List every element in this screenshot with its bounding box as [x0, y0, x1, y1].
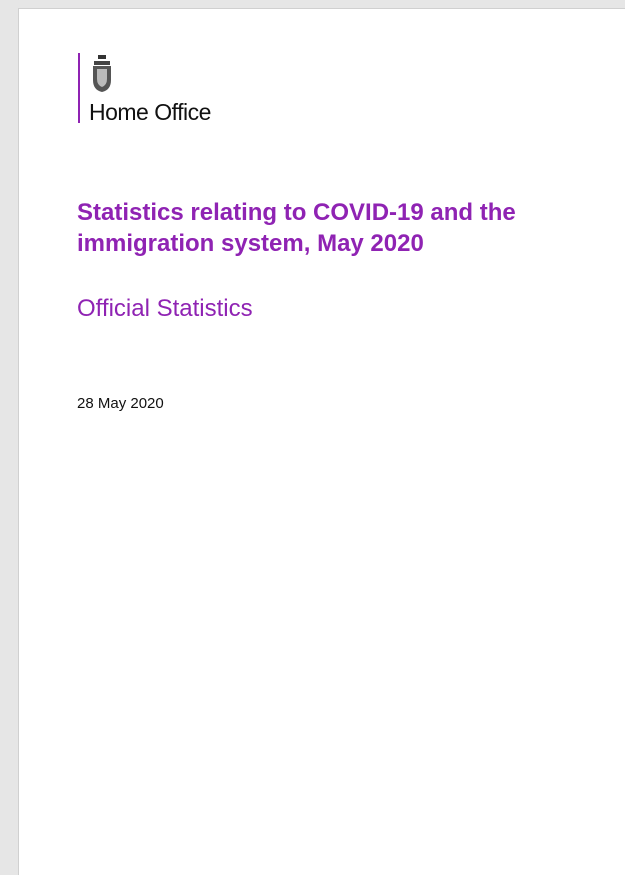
brand-bar	[78, 53, 80, 123]
date: 28 May 2020	[77, 395, 164, 412]
title-line: Statistics relating to COVID-19 and the	[77, 199, 516, 226]
subtitle: Official Statistics	[77, 295, 253, 322]
crest	[93, 55, 111, 92]
page: Home Office Statistics relating to COVID…	[18, 8, 625, 875]
title-line: immigration system, May 2020	[77, 230, 424, 257]
title: Statistics relating to COVID-19 and the …	[77, 197, 516, 259]
organisation: Home Office	[89, 99, 211, 125]
